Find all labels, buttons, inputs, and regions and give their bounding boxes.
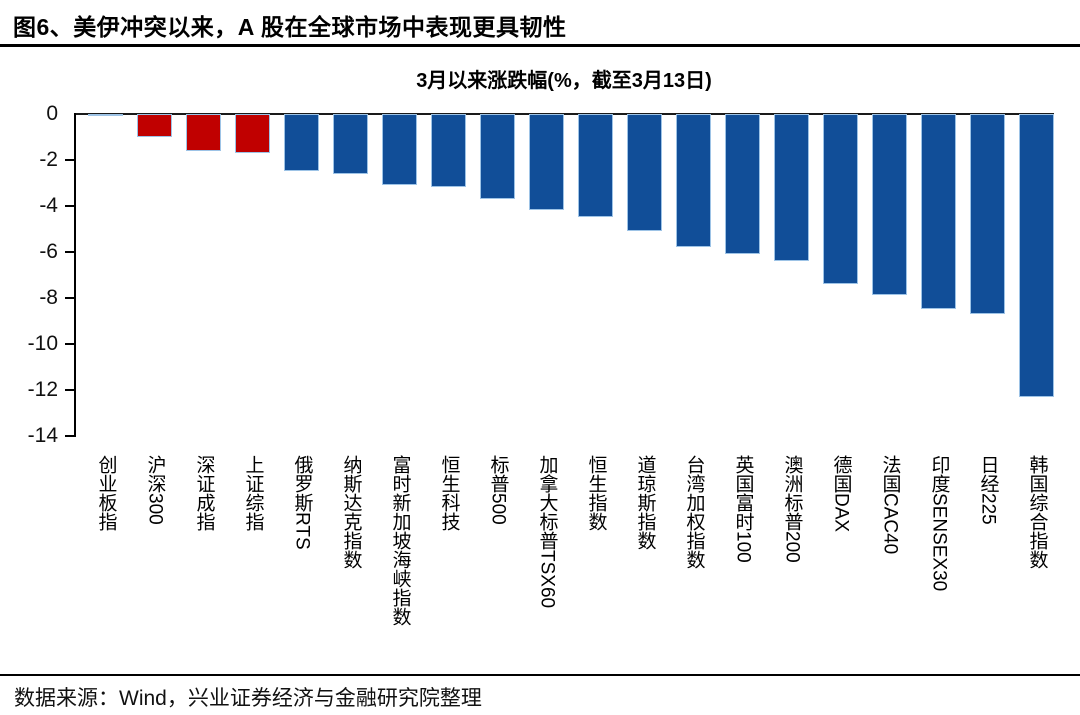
bar [333,114,368,174]
bar [480,114,515,199]
source-note: 数据来源：Wind，兴业证券经济与金融研究院整理 [14,687,482,710]
chart-title: 3月以来涨跌幅(%，截至3月13日) [416,70,712,92]
x-axis-label: 富时新加坡海峡指数 [389,455,411,626]
x-axis-label: 印度SENSEX30 [928,455,950,592]
y-axis-tick-label: -2 [39,148,58,171]
bar [970,114,1005,314]
y-axis-tick-label: -4 [39,194,58,217]
x-axis-label: 英国富时100 [732,455,754,563]
bar [186,114,221,151]
x-axis-label: 上证综指 [242,455,264,531]
y-axis-tick-label: -8 [39,286,58,309]
page-title: 图6、美伊冲突以来，A 股在全球市场中表现更具韧性 [13,14,567,40]
x-axis-label: 澳洲标普200 [781,455,803,563]
x-axis-label: 纳斯达克指数 [340,455,362,569]
y-axis-tick [65,251,75,253]
y-axis-tick [65,389,75,391]
bar [823,114,858,284]
x-axis-label: 创业板指 [95,455,117,531]
bar [88,114,123,116]
bar [872,114,907,295]
x-axis-label: 恒生科技 [438,455,460,531]
bar [284,114,319,171]
bar [627,114,662,231]
x-axis-label: 韩国综合指数 [1026,455,1048,569]
y-axis-tick-label: -14 [27,424,58,447]
y-axis-tick [65,159,75,161]
title-divider [0,44,1080,47]
x-axis-label: 法国CAC40 [879,455,901,555]
bar [921,114,956,309]
x-axis-label: 标普500 [487,455,509,525]
x-axis-label: 台湾加权指数 [683,455,705,569]
x-axis-label: 道琼斯指数 [634,455,656,550]
x-axis-label: 深证成指 [193,455,215,531]
x-axis-label: 沪深300 [144,455,166,525]
y-axis-tick-label: -10 [27,332,58,355]
bar [676,114,711,247]
bar [382,114,417,185]
x-axis-label: 恒生指数 [585,455,607,531]
y-axis-tick-label: -6 [39,240,58,263]
bar [137,114,172,137]
y-axis-tick [65,343,75,345]
y-axis-tick [65,297,75,299]
bar [1019,114,1054,397]
y-axis-tick-label: -12 [27,378,58,401]
x-axis-label: 日经225 [977,455,999,525]
bar [774,114,809,261]
x-axis-zero-line [74,113,1054,115]
bar [529,114,564,210]
bar [431,114,466,187]
y-axis-tick [65,435,75,437]
x-axis-label: 德国DAX [830,455,852,533]
bar [578,114,613,217]
y-axis-tick-label: 0 [46,102,58,125]
y-axis-line [74,113,76,437]
bar [235,114,270,153]
x-axis-label: 加拿大标普TSX60 [536,455,558,609]
x-axis-label: 俄罗斯RTS [291,455,313,550]
bar [725,114,760,254]
footer-divider [0,674,1080,676]
y-axis-tick [65,205,75,207]
